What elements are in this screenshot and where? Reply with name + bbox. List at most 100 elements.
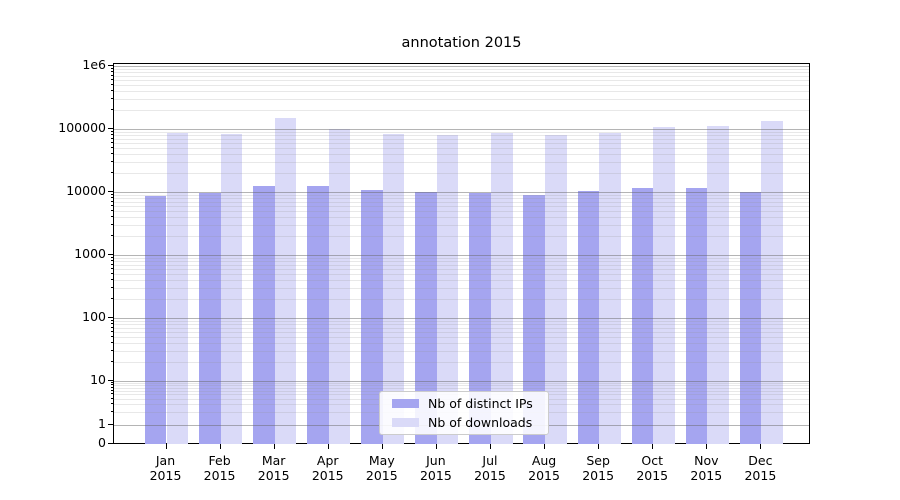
- y-tick-mark-minor: [110, 160, 113, 162]
- y-tick-mark-minor: [110, 397, 113, 399]
- x-tick-label: Dec 2015: [728, 453, 792, 483]
- gridline-minor: [114, 385, 809, 387]
- y-tick-mark-minor: [110, 330, 113, 332]
- gridline-minor: [114, 261, 809, 263]
- x-tick-label: Mar 2015: [242, 453, 306, 483]
- bar-distinct-ips-oct: [631, 187, 654, 444]
- gridline-minor: [114, 98, 809, 100]
- y-tick-mark-minor: [110, 146, 113, 148]
- y-tick-mark-minor: [110, 71, 113, 73]
- gridline-minor: [114, 224, 809, 226]
- y-tick-mark-minor: [110, 74, 113, 76]
- gridline-minor: [114, 75, 809, 77]
- x-tick-mark: [219, 444, 221, 449]
- x-tick-mark: [489, 444, 491, 449]
- y-tick-mark-minor: [110, 410, 113, 412]
- y-tick-mark-minor: [110, 97, 113, 99]
- chart-title: annotation 2015: [401, 35, 522, 51]
- bar-downloads-jul: [490, 133, 513, 444]
- gridline-minor: [114, 362, 809, 364]
- gridline-minor: [114, 68, 809, 70]
- x-tick-mark: [381, 444, 383, 449]
- y-tick-mark-minor: [110, 153, 113, 155]
- x-tick-mark: [652, 444, 654, 449]
- x-tick-label: Jan 2015: [134, 453, 198, 483]
- x-tick-mark: [706, 444, 708, 449]
- y-tick-mark: [108, 128, 113, 129]
- gridline-minor: [114, 327, 809, 329]
- y-tick-mark-minor: [110, 298, 113, 300]
- x-tick-label-year: 2015: [149, 467, 182, 483]
- y-tick-mark-minor: [110, 389, 113, 391]
- gridline-minor: [114, 161, 809, 163]
- gridline-minor: [114, 72, 809, 74]
- x-tick-label-year: 2015: [636, 467, 669, 483]
- x-tick-label-year: 2015: [690, 467, 723, 483]
- gridline-minor: [114, 91, 809, 93]
- plot-area: [113, 63, 810, 444]
- bar-downloads-jan: [166, 132, 189, 444]
- y-tick-mark-minor: [110, 403, 113, 404]
- x-tick-label: Nov 2015: [674, 453, 738, 483]
- y-tick-mark-minor: [110, 323, 113, 325]
- x-tick-label-year: 2015: [257, 467, 290, 483]
- y-tick-mark-minor: [110, 386, 113, 388]
- y-tick-mark-minor: [110, 193, 113, 195]
- legend-item-distinct-ips: Nb of distinct IPs: [380, 394, 548, 413]
- gridline-major: [114, 381, 809, 382]
- y-tick-mark-minor: [110, 267, 113, 269]
- bar-downloads-may: [382, 133, 405, 444]
- y-tick-mark-minor: [110, 272, 113, 274]
- x-tick-mark: [435, 444, 437, 449]
- x-tick-label-year: 2015: [419, 467, 452, 483]
- y-tick-mark-minor: [110, 256, 113, 258]
- y-tick-mark-minor: [110, 109, 113, 111]
- bar-distinct-ips-nov: [685, 187, 708, 444]
- x-tick-mark: [598, 444, 600, 449]
- y-tick-mark-minor: [110, 279, 113, 281]
- y-tick-mark-minor: [110, 349, 113, 351]
- y-tick-mark: [108, 424, 113, 425]
- gridline-minor: [114, 331, 809, 333]
- gridline-minor: [114, 147, 809, 149]
- bar-distinct-ips-may: [361, 189, 383, 444]
- gridline-minor: [114, 194, 809, 196]
- gridline-minor: [114, 110, 809, 112]
- y-tick-mark-minor: [110, 67, 113, 69]
- gridline-minor: [114, 350, 809, 352]
- y-tick-label: 1000: [74, 246, 106, 261]
- y-tick-mark-minor: [110, 90, 113, 92]
- bar-distinct-ips-sep: [577, 190, 600, 444]
- gridline-minor: [114, 387, 809, 389]
- y-tick-mark: [108, 380, 113, 381]
- x-tick-label: Jun 2015: [404, 453, 468, 483]
- gridline-minor: [114, 299, 809, 301]
- y-tick-mark-minor: [110, 172, 113, 174]
- x-tick-label-year: 2015: [474, 467, 506, 483]
- gridline-major: [114, 192, 809, 193]
- x-tick-mark: [760, 444, 762, 449]
- gridline-minor: [114, 217, 809, 219]
- bar-downloads-feb: [220, 134, 243, 444]
- y-tick-mark-minor: [110, 235, 113, 237]
- bar-downloads-dec: [761, 121, 783, 444]
- bar-distinct-ips-jan: [144, 196, 167, 444]
- x-tick-label: Aug 2015: [512, 453, 576, 483]
- y-tick-label: 1e6: [82, 57, 106, 72]
- gridline-minor: [114, 198, 809, 200]
- x-tick-label-year: 2015: [203, 467, 236, 483]
- y-tick-mark-minor: [110, 83, 113, 85]
- x-tick-mark: [165, 444, 167, 449]
- gridline-minor: [114, 280, 809, 282]
- legend-label-downloads: Nb of downloads: [428, 415, 533, 430]
- bar-distinct-ips-mar: [253, 186, 275, 444]
- x-tick-label-year: 2015: [744, 467, 777, 483]
- y-tick-mark-minor: [110, 326, 113, 328]
- bar-downloads-mar: [274, 117, 297, 444]
- legend-label-distinct-ips: Nb of distinct IPs: [428, 396, 533, 411]
- y-tick-mark-minor: [110, 384, 113, 386]
- y-tick-label: 100000: [58, 120, 106, 135]
- gridline-minor: [114, 268, 809, 270]
- x-tick-label: Jul 2015: [458, 453, 522, 483]
